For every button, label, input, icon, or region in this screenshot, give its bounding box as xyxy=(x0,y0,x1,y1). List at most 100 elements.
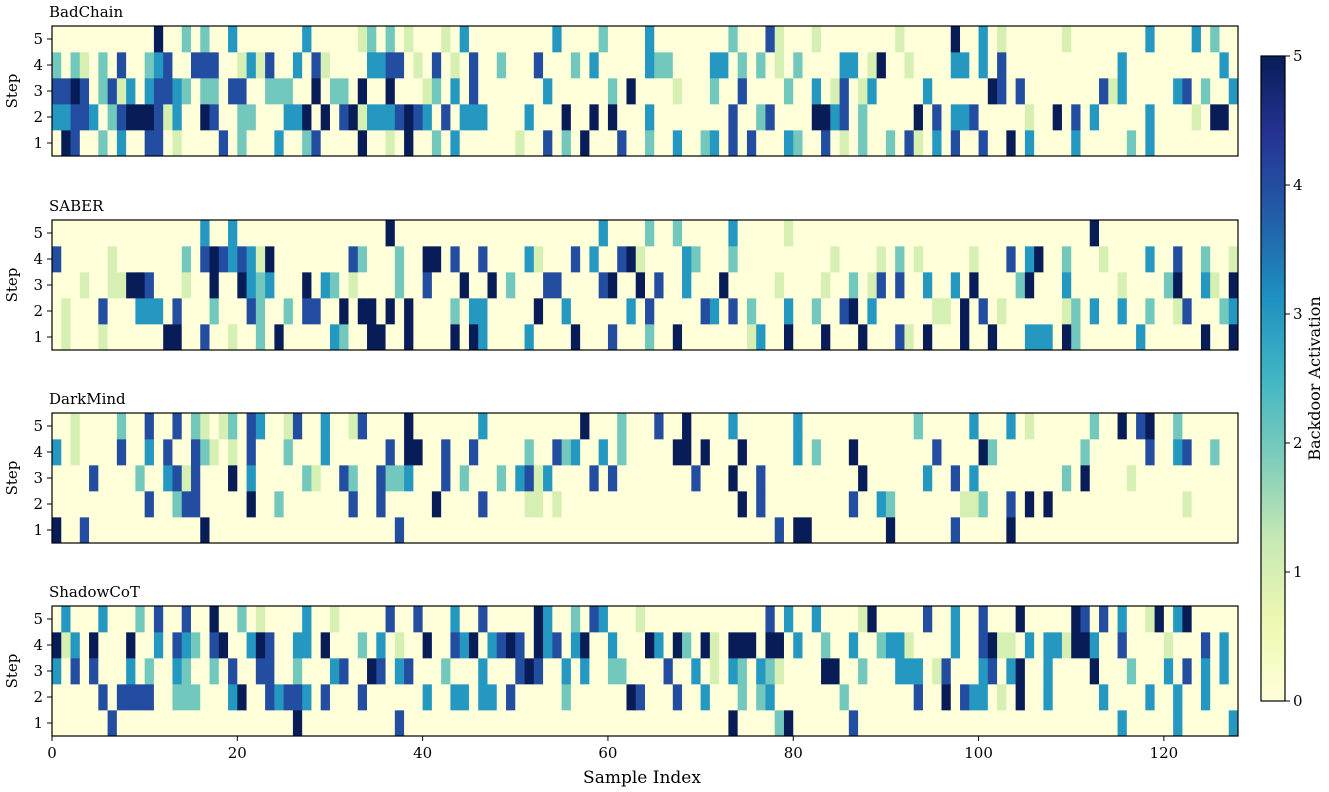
heatmap-cell xyxy=(496,658,507,685)
heatmap-cell xyxy=(144,413,155,440)
heatmap-cell xyxy=(709,246,720,273)
heatmap-cell xyxy=(79,413,90,440)
heatmap-cell xyxy=(645,491,655,518)
heatmap-cell xyxy=(431,246,442,273)
heatmap-cell xyxy=(79,684,90,711)
heatmap-cell xyxy=(431,465,442,492)
heatmap-cell xyxy=(922,104,933,131)
heatmap-cell xyxy=(292,606,303,633)
heatmap-cell xyxy=(978,658,989,685)
heatmap-cell xyxy=(116,491,127,518)
heatmap-cell xyxy=(709,26,720,53)
heatmap-cell xyxy=(1200,491,1211,518)
heatmap-cell xyxy=(663,413,674,440)
heatmap-cell xyxy=(135,104,146,131)
heatmap-cell xyxy=(376,632,386,659)
heatmap-cell xyxy=(746,52,757,79)
heatmap-cell xyxy=(913,439,924,466)
heatmap-cell xyxy=(672,272,683,299)
panel-title: DarkMind xyxy=(49,390,126,408)
heatmap-cell xyxy=(255,220,266,247)
heatmap-cell xyxy=(524,710,535,737)
heatmap-cell xyxy=(1182,78,1193,105)
heatmap-cell xyxy=(1089,658,1100,685)
heatmap-cell xyxy=(635,26,646,53)
heatmap-cell xyxy=(237,684,247,711)
heatmap-cell xyxy=(1071,272,1081,299)
heatmap-cell xyxy=(1099,324,1109,351)
heatmap-cell xyxy=(589,78,600,105)
heatmap-cell xyxy=(1219,52,1230,79)
heatmap-cell xyxy=(255,26,266,53)
heatmap-cell xyxy=(1117,465,1128,492)
heatmap-cell xyxy=(691,324,701,351)
heatmap-cell xyxy=(339,491,349,518)
heatmap-cell xyxy=(645,104,655,131)
heatmap-cell xyxy=(746,130,757,157)
y-tick-label: 5 xyxy=(33,610,43,628)
heatmap-cell xyxy=(1126,78,1137,105)
heatmap-cell xyxy=(978,413,989,440)
heatmap-cell xyxy=(626,104,637,131)
heatmap-cell xyxy=(737,130,748,157)
heatmap-cell xyxy=(552,684,562,711)
heatmap-cell xyxy=(783,52,794,79)
heatmap-cell xyxy=(1145,272,1155,299)
heatmap-cell xyxy=(107,658,118,685)
heatmap-cell xyxy=(1015,272,1026,299)
heatmap-cell xyxy=(941,246,952,273)
heatmap-cell xyxy=(1145,517,1155,544)
heatmap-cell xyxy=(61,439,71,466)
heatmap-cell xyxy=(978,272,989,299)
heatmap-cell xyxy=(237,324,247,351)
heatmap-cell xyxy=(228,220,238,247)
heatmap-cell xyxy=(1043,298,1054,325)
colorbar-tick-label: 1 xyxy=(1293,563,1303,581)
heatmap-cell xyxy=(506,298,516,325)
heatmap-cell xyxy=(830,517,840,544)
heatmap-cell xyxy=(561,220,572,247)
heatmap-cell xyxy=(997,220,1007,247)
heatmap-cell xyxy=(385,298,396,325)
heatmap-cell xyxy=(561,710,572,737)
heatmap-cell xyxy=(61,246,71,273)
heatmap-cell xyxy=(839,130,850,157)
heatmap-cell xyxy=(1163,272,1174,299)
heatmap-cell xyxy=(1126,517,1137,544)
heatmap-cell xyxy=(756,439,766,466)
heatmap-cell xyxy=(987,52,998,79)
heatmap-cell xyxy=(802,606,813,633)
heatmap-cell xyxy=(339,684,349,711)
heatmap-cell xyxy=(830,658,840,685)
heatmap-cell xyxy=(1080,104,1091,131)
heatmap-cell xyxy=(1136,632,1146,659)
heatmap-cell xyxy=(1052,606,1063,633)
heatmap-cell xyxy=(1099,465,1109,492)
heatmap-cell xyxy=(413,606,423,633)
heatmap-cell xyxy=(617,52,627,79)
heatmap-cell xyxy=(1210,632,1220,659)
heatmap-cell xyxy=(997,413,1007,440)
heatmap-cell xyxy=(1200,324,1211,351)
heatmap-cell xyxy=(1071,632,1081,659)
heatmap-cell xyxy=(200,246,210,273)
heatmap-cell xyxy=(450,413,461,440)
heatmap-cell xyxy=(691,684,701,711)
heatmap-cell xyxy=(895,104,905,131)
heatmap-cell xyxy=(1210,272,1220,299)
heatmap-cell xyxy=(654,52,664,79)
heatmap-cell xyxy=(283,324,294,351)
heatmap-cell xyxy=(830,104,840,131)
heatmap-cell xyxy=(190,439,201,466)
heatmap-cell xyxy=(1145,26,1155,53)
heatmap-cell xyxy=(468,324,479,351)
heatmap-cell xyxy=(144,658,155,685)
heatmap-cell xyxy=(811,246,822,273)
heatmap-cell xyxy=(394,104,405,131)
heatmap-cell xyxy=(1080,78,1091,105)
heatmap-cell xyxy=(598,658,609,685)
heatmap-cell xyxy=(1210,130,1220,157)
heatmap-cell xyxy=(895,658,905,685)
heatmap-cell xyxy=(700,439,711,466)
heatmap-cell xyxy=(654,413,664,440)
